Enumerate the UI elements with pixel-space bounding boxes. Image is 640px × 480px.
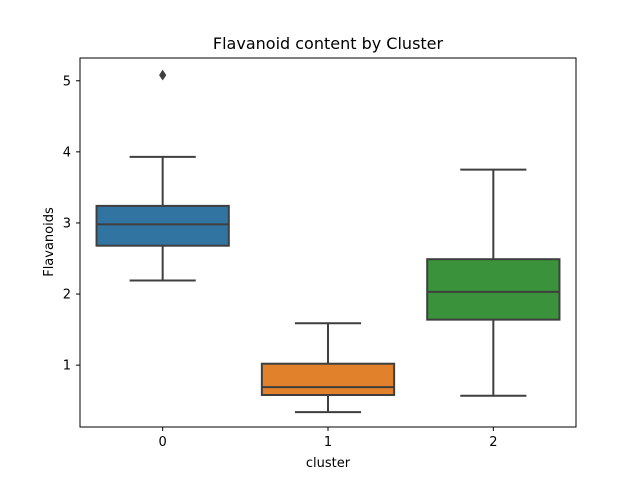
cluster-1-box [260,362,396,397]
y-tick-label: 2 [63,288,71,303]
plot-area: 1 2 3 4 5 0 1 2 [63,69,561,450]
cluster-0-outlier-point [159,69,167,81]
chart-title: Flavanoid content by Cluster [213,34,444,53]
y-axis-label: Flavanoids [42,207,57,277]
x-tick-label: 1 [324,435,332,450]
y-tick-label: 3 [63,216,71,231]
y-tick-label: 1 [63,359,71,374]
plot-frame [79,57,577,428]
y-tick-label: 4 [63,145,71,160]
x-axis-label: cluster [306,456,351,471]
x-tick-label: 0 [159,435,167,450]
y-tick-label: 5 [63,74,71,89]
cluster-2-box [426,258,561,321]
cluster-0-box [95,204,230,247]
x-tick-label: 2 [489,435,497,450]
